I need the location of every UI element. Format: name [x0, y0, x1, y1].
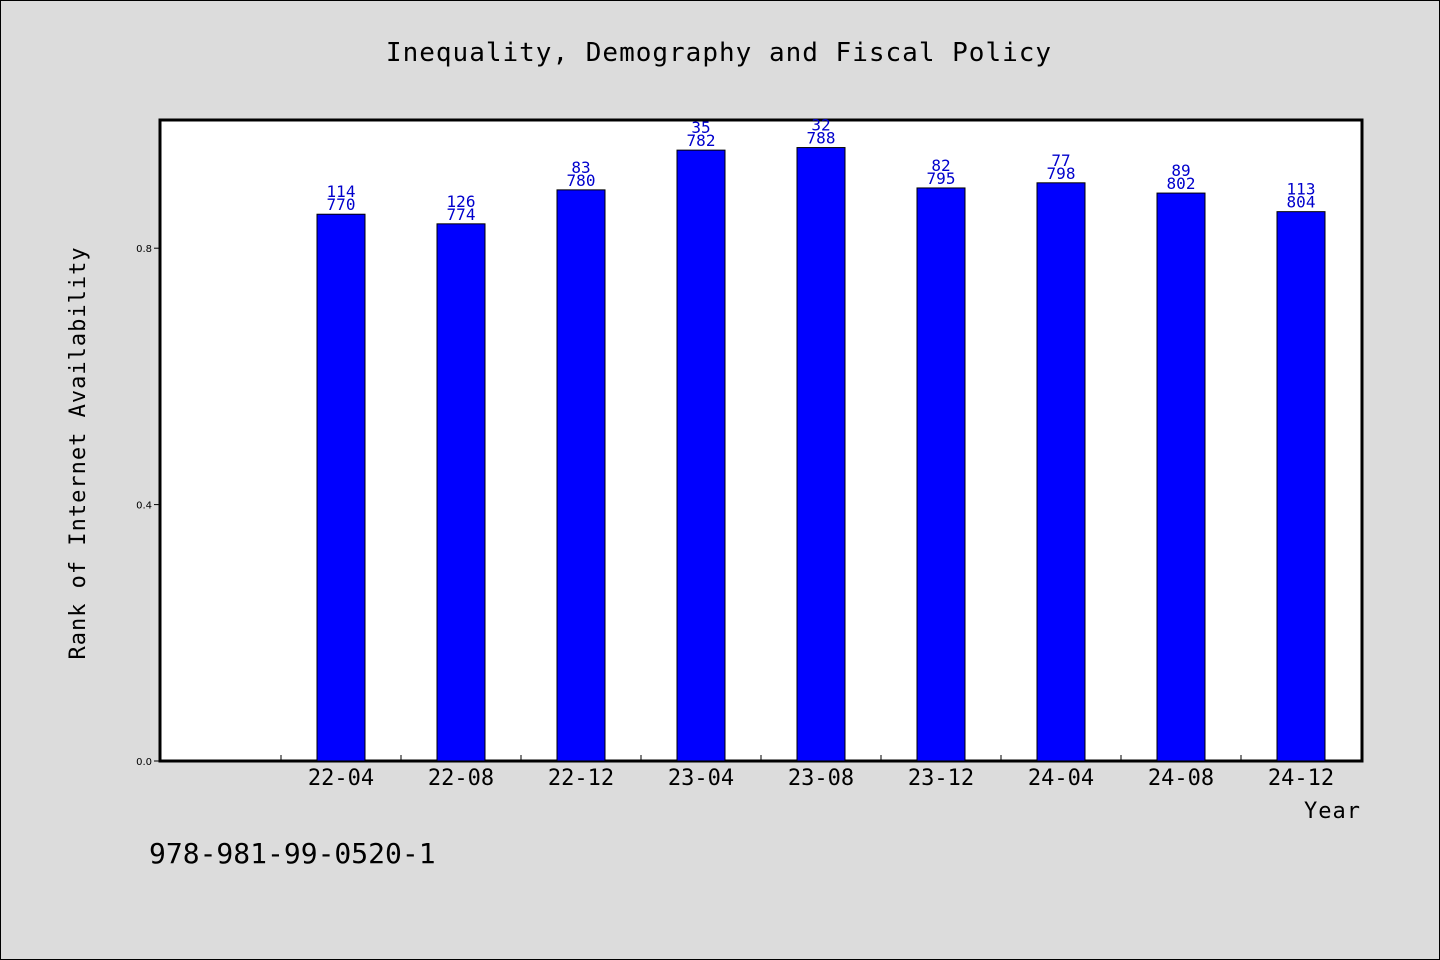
- x-tick-label: 23-08: [788, 766, 854, 791]
- x-tick-label: 24-12: [1268, 766, 1334, 791]
- x-tick-label: 22-08: [428, 766, 494, 791]
- data-label-bottom: 798: [1047, 164, 1076, 183]
- x-axis-ticks: 22-04 22-08 22-12 23-04 23-08 23-12 24-04 24-08…: [280, 755, 1362, 791]
- data-label-top: 89: [1171, 161, 1190, 180]
- bar: [1276, 211, 1326, 762]
- data-label-bottom: 782: [687, 131, 716, 150]
- data-label-top: 82: [931, 156, 950, 175]
- bar: [1156, 192, 1206, 762]
- data-label-bottom: 795: [927, 169, 956, 188]
- bar: [556, 189, 606, 762]
- data-label-bottom: 774: [447, 205, 476, 224]
- x-tick-label: 22-12: [548, 766, 614, 791]
- data-label-bottom: 788: [807, 129, 836, 148]
- y-tick-label: 0.0: [136, 757, 152, 768]
- data-label-bottom: 802: [1167, 174, 1196, 193]
- x-tick-label: 22-04: [308, 766, 374, 791]
- data-label-top: 35: [691, 118, 710, 137]
- data-label-top: 114: [327, 182, 356, 201]
- data-label-top: 32: [811, 116, 830, 135]
- y-axis-ticks: 0.0 0.4 0.8: [136, 244, 160, 768]
- y-tick-label: 0.8: [136, 244, 152, 255]
- bar: [436, 223, 486, 762]
- x-tick-label: 24-04: [1028, 766, 1094, 791]
- x-tick-label: 23-12: [908, 766, 974, 791]
- isbn-footer: 978-981-99-0520-1: [149, 837, 436, 870]
- bar: [796, 147, 846, 762]
- bar: [676, 149, 726, 762]
- data-label-top: 126: [447, 192, 476, 211]
- data-label-bottom: 804: [1287, 193, 1316, 212]
- data-label-bottom: 770: [327, 195, 356, 214]
- data-label-top: 77: [1051, 151, 1070, 170]
- data-label-top: 113: [1287, 180, 1316, 199]
- data-label-top: 83: [571, 158, 590, 177]
- bars-group: [316, 147, 1326, 762]
- bar: [916, 187, 966, 762]
- x-tick-label: 23-04: [668, 766, 734, 791]
- chart-title: Inequality, Demography and Fiscal Policy: [386, 38, 1052, 68]
- y-axis-label: Rank of Internet Availability: [66, 246, 91, 659]
- x-axis-label: Year: [1304, 799, 1361, 824]
- y-tick-label: 0.4: [136, 501, 152, 512]
- data-label-bottom: 780: [567, 171, 596, 190]
- bar: [316, 213, 366, 762]
- bar: [1036, 182, 1086, 762]
- x-tick-label: 24-08: [1148, 766, 1214, 791]
